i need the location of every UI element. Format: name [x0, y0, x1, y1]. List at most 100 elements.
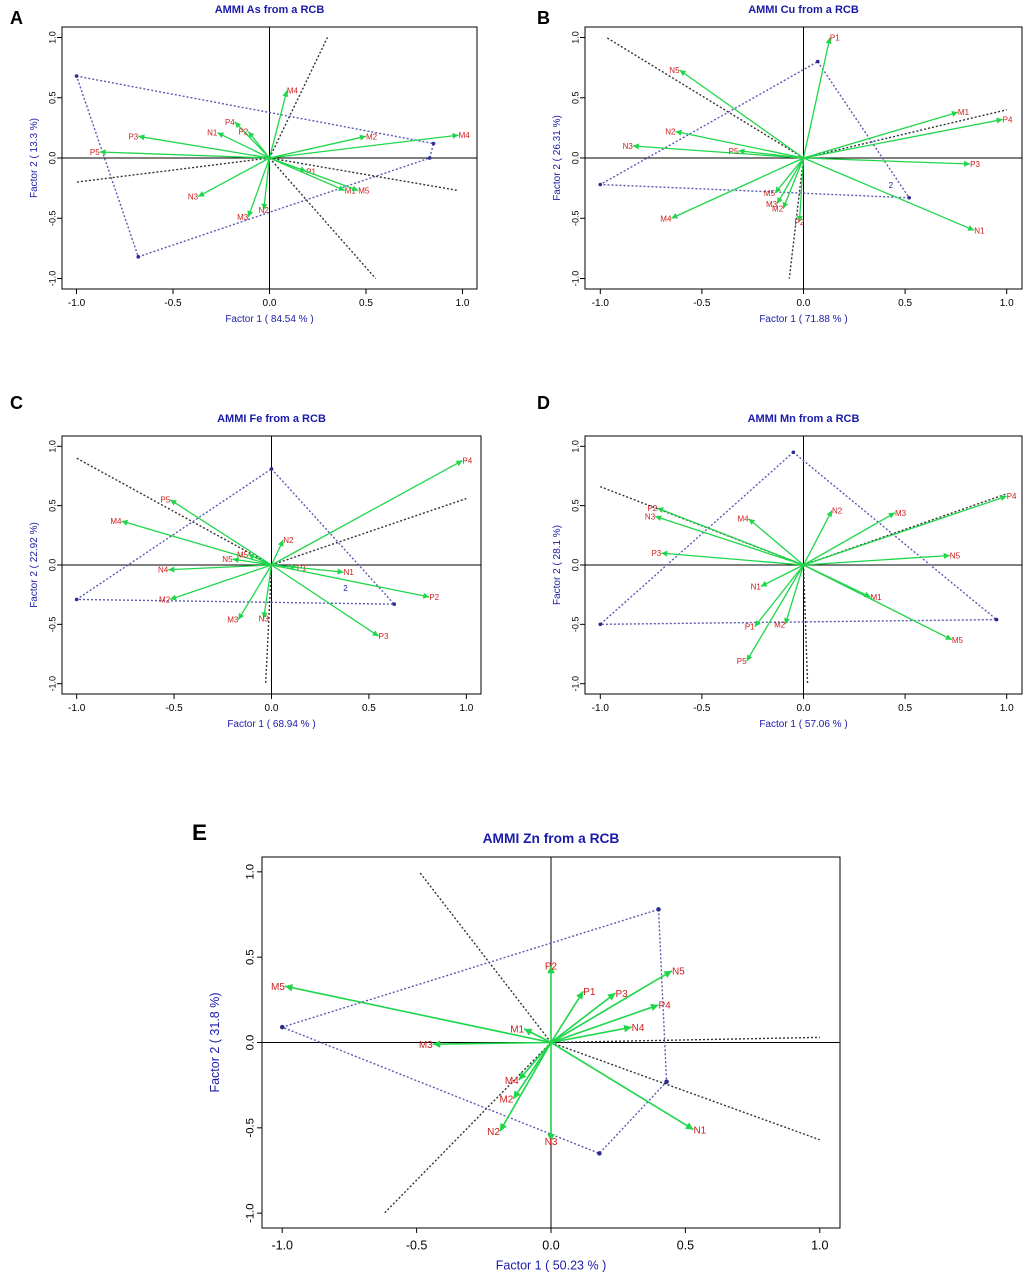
vector-m3: M3 — [227, 564, 273, 625]
vector-m2: M2 — [774, 564, 805, 629]
vector-line — [776, 157, 805, 205]
y-tick-label: 0.0 — [47, 559, 57, 572]
vector-arrowhead — [284, 984, 294, 992]
x-tick-label: 0.5 — [898, 298, 912, 309]
vector-label: M5 — [358, 187, 370, 196]
vector-arrowhead — [796, 215, 803, 222]
vector-label: P1 — [745, 623, 755, 632]
vector-label: P3 — [970, 160, 980, 169]
vector-label: M3 — [237, 213, 249, 222]
vector-arrowhead — [232, 557, 239, 563]
vector-p2: P2 — [271, 564, 440, 602]
y-tick-label: -0.5 — [245, 1118, 257, 1137]
vector-arrowhead — [138, 134, 145, 141]
vector-label: P4 — [462, 457, 472, 466]
vector-line — [550, 1026, 632, 1044]
sector-line — [271, 497, 467, 566]
hull-vertex — [392, 602, 397, 606]
vector-arrowhead — [547, 965, 555, 974]
vector-m3: M3 — [237, 157, 271, 222]
x-tick-label: -1.0 — [271, 1238, 293, 1252]
y-tick-label: 0.5 — [570, 499, 580, 512]
y-tick-label: -1.0 — [570, 676, 580, 692]
vector-label: P1 — [583, 987, 596, 998]
vector-line — [268, 90, 288, 159]
vector-line — [168, 564, 272, 571]
x-axis-label: Factor 1 ( 50.23 % ) — [496, 1258, 606, 1272]
y-axis-label: Factor 2 ( 26.31 %) — [552, 115, 563, 201]
hull-vertex — [791, 450, 796, 455]
vector-m5: M5 — [269, 157, 370, 196]
vector-label: P4 — [1007, 492, 1017, 501]
vector-p1: P1 — [550, 987, 596, 1043]
hull-vertex — [656, 907, 661, 912]
vector-n2: N2 — [802, 506, 843, 566]
vector-n1: N1 — [803, 157, 985, 235]
vector-label: M2 — [366, 132, 378, 141]
x-tick-label: -0.5 — [693, 703, 711, 714]
vector-label: M3 — [419, 1040, 433, 1051]
vector-label: N1 — [974, 226, 985, 235]
vector-label: N5 — [669, 66, 680, 75]
vector-label: N2 — [665, 127, 676, 136]
y-tick-label: 0.5 — [47, 91, 57, 104]
panel-d: D AMMI Mn from a RCB -1.0 -1.0 -0.5 -0.5 0.0 0.… — [537, 393, 1023, 730]
vector-n4: N4 — [550, 1023, 645, 1044]
y-tick-label: 0.5 — [245, 949, 257, 965]
vector-line — [169, 499, 272, 566]
vector-arrowhead — [238, 612, 245, 620]
y-tick-label: -0.5 — [570, 617, 580, 633]
x-tick-label: -0.5 — [164, 298, 182, 309]
vector-arrowhead — [121, 519, 129, 526]
panel-e: E AMMI Zn from a RCB -1.0 -1.0 -0.5 -0.5 0.0 0.… — [192, 820, 841, 1272]
sector-line — [788, 157, 805, 279]
x-tick-label: -1.0 — [592, 298, 610, 309]
hull-vertex — [427, 156, 432, 160]
vector-n1: N1 — [751, 564, 804, 591]
vector-arrowhead — [748, 518, 756, 525]
vector-p3: P3 — [550, 989, 628, 1044]
x-axis-label: Factor 1 ( 57.06 % ) — [759, 719, 847, 730]
vector-arrowhead — [282, 90, 289, 98]
vector-label: M1 — [510, 1025, 524, 1036]
x-tick-label: 1.0 — [459, 703, 473, 714]
vector-p2: P2 — [647, 504, 804, 566]
vector-label: M4 — [110, 517, 122, 526]
vector-arrowhead — [337, 568, 344, 575]
vector-line — [803, 111, 959, 159]
vector-m5: M5 — [271, 982, 552, 1044]
vector-line — [782, 157, 805, 209]
vector-arrowhead — [234, 121, 242, 129]
hull-vertex — [815, 59, 820, 64]
y-tick-label: 0.0 — [570, 559, 580, 572]
vector-label: P4 — [1003, 115, 1013, 124]
y-tick-label: 1.0 — [47, 440, 57, 453]
vector-line — [138, 135, 270, 159]
panel-b: B AMMI Cu from a RCB -1.0 -1.0 -0.5 -0.5 0.0 0.… — [537, 4, 1023, 325]
annotation-label: 2 — [889, 181, 894, 190]
vector-label: N1 — [207, 129, 218, 138]
vector-arrowhead — [623, 1024, 632, 1033]
vector-line — [269, 157, 346, 192]
vector-line — [738, 150, 804, 159]
vector-n5: N5 — [669, 66, 804, 159]
vector-arrowhead — [738, 148, 745, 155]
vector-label: M4 — [738, 515, 750, 524]
vector-line — [803, 157, 975, 231]
vector-line — [263, 564, 273, 619]
vector-n1: N1 — [207, 129, 270, 159]
vector-arrowhead — [99, 149, 106, 156]
y-axis-label: Factor 2 ( 31.8 %) — [208, 992, 222, 1092]
vector-label: P2 — [647, 504, 657, 513]
vector-label: N4 — [158, 566, 169, 575]
sector-line — [268, 157, 377, 279]
vector-label: P5 — [160, 496, 170, 505]
vector-m4: M4 — [505, 1041, 552, 1087]
vector-label: P1 — [306, 167, 316, 176]
vector-arrowhead — [650, 1003, 659, 1011]
vector-arrowhead — [518, 1071, 527, 1081]
vector-line — [247, 157, 271, 218]
vector-arrowhead — [524, 1028, 533, 1036]
hull-vertex — [74, 74, 79, 78]
